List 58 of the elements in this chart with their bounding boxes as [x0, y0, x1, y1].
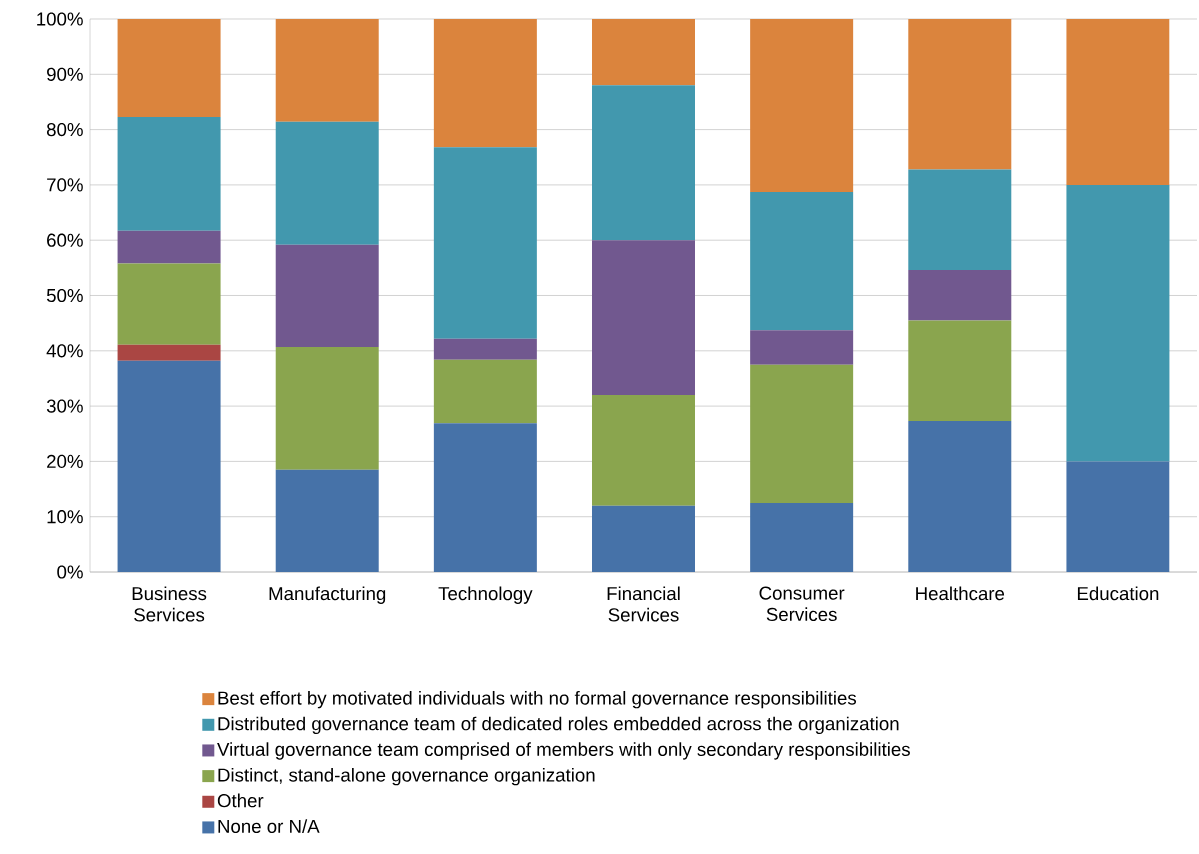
bar — [275, 346, 379, 470]
x-tick-label: Technology — [438, 586, 533, 604]
y-tick-label: 0% — [57, 565, 83, 579]
bar — [592, 395, 695, 506]
bar — [750, 19, 854, 193]
y-tick-label: 80% — [46, 122, 83, 137]
y-tick-label: 10% — [47, 510, 83, 524]
y-tick-label: 40% — [46, 344, 83, 358]
bar — [908, 320, 1012, 422]
legend-label: Distinct, stand-alone governance organization — [218, 767, 595, 786]
y-tick-label: 100% — [37, 12, 83, 26]
y-tick-label: 50% — [46, 288, 83, 303]
bar — [433, 423, 537, 572]
bar — [117, 230, 221, 264]
y-tick-label: 20% — [47, 454, 83, 469]
x-tick-label: Business Services — [132, 586, 207, 622]
bar — [275, 469, 379, 572]
bar — [117, 19, 221, 117]
bar — [117, 116, 221, 231]
bar — [908, 169, 1012, 271]
bar — [275, 244, 379, 347]
legend-label: Best effort by motivated individuals with no formal governance responsibilities — [218, 690, 857, 709]
bar — [908, 421, 1012, 572]
bar — [750, 330, 854, 365]
bar — [275, 121, 379, 245]
x-tick-label: Healthcare — [916, 586, 1005, 601]
bar — [750, 192, 854, 331]
bar — [908, 19, 1012, 170]
bar — [1066, 184, 1170, 462]
legend-label: None or N/A — [218, 819, 320, 833]
bar — [592, 19, 695, 86]
bar — [275, 19, 379, 122]
legend-label: Virtual governance team comprised of members with only secondary responsibilities — [217, 742, 910, 760]
bar — [592, 505, 695, 572]
y-tick-label: 60% — [47, 233, 83, 247]
y-tick-label: 70% — [47, 178, 83, 192]
bar — [117, 263, 221, 345]
bar — [433, 359, 537, 424]
bar — [433, 19, 537, 148]
x-tick-label: Consumer Services — [759, 586, 845, 622]
legend-label: Other — [217, 793, 264, 808]
legend-label: Distributed governance team of dedicated roles embedded across the organization — [218, 716, 899, 735]
bar — [908, 270, 1012, 321]
bar — [1066, 461, 1170, 572]
bar — [750, 364, 854, 503]
bar — [592, 85, 695, 241]
bar — [433, 147, 537, 339]
x-tick-label: Manufacturing — [269, 586, 386, 604]
bar — [592, 240, 695, 396]
bar — [433, 338, 537, 360]
bar — [117, 344, 221, 361]
bar — [750, 502, 854, 572]
y-tick-label: 30% — [46, 399, 83, 413]
y-tick-label: 90% — [47, 67, 83, 81]
bar — [1066, 19, 1170, 185]
bar — [117, 360, 221, 572]
x-tick-label: Education — [1077, 586, 1159, 601]
x-tick-label: Financial Services — [607, 586, 680, 622]
